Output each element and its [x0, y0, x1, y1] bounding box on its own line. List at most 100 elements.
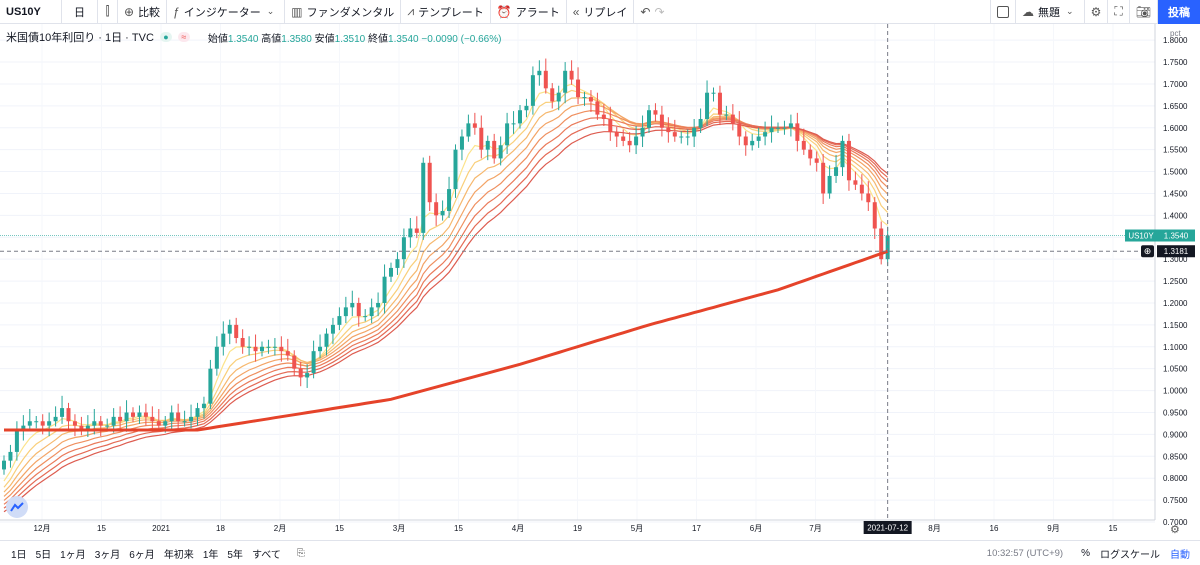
percent-toggle[interactable]: % [1081, 547, 1090, 559]
fullscreen-icon: ⛶ [1114, 4, 1123, 18]
alert-button[interactable]: ⏰ アラート [491, 0, 567, 24]
candle [47, 412, 52, 437]
candle [885, 226, 890, 267]
undo-icon[interactable]: ↶ [640, 4, 651, 19]
multi-layout-button[interactable] [990, 0, 1017, 24]
candle [698, 108, 703, 134]
time-tick-label: 19 [573, 524, 582, 533]
candle [421, 157, 426, 240]
redo-icon[interactable]: ↷ [654, 4, 665, 19]
candle [659, 105, 664, 137]
candle [285, 338, 290, 361]
candle [834, 154, 839, 183]
publish-button[interactable]: 投稿 [1158, 0, 1200, 24]
range-button[interactable]: 6ヶ月 [129, 549, 155, 561]
candle [182, 410, 187, 427]
candle [543, 58, 548, 94]
plus-circle-icon: ⊕ [124, 4, 135, 19]
candle [563, 62, 568, 104]
goto-date-icon[interactable]: ⎘ [296, 547, 305, 559]
auto-scale-toggle[interactable]: 自動 [1170, 549, 1190, 561]
candle [169, 405, 174, 431]
candle [647, 104, 651, 134]
candle [247, 336, 252, 356]
chart-style-button[interactable]: ⫿ [98, 0, 118, 24]
range-button[interactable]: 5年 [227, 549, 243, 561]
range-button[interactable]: 1ヶ月 [60, 549, 86, 561]
candle [227, 319, 232, 345]
price-tick-label: 1.5500 [1163, 146, 1188, 155]
candle [266, 339, 271, 354]
candle [350, 290, 355, 317]
candle [34, 415, 39, 429]
candle [814, 151, 819, 172]
candle [389, 262, 393, 282]
price-tick-label: 1.4500 [1163, 189, 1188, 198]
range-button[interactable]: 1日 [11, 549, 27, 561]
tradingview-logo[interactable] [6, 496, 28, 518]
candle [621, 129, 626, 147]
time-tick-label: 17 [692, 524, 701, 533]
candle [279, 336, 284, 362]
time-tick-label: 18 [216, 524, 225, 533]
candle [156, 408, 161, 431]
alarm-clock-icon: ⏰ [496, 4, 512, 19]
time-tick-label: 6月 [750, 524, 762, 533]
template-button[interactable]: ⩘ テンプレート [401, 0, 491, 24]
fundamental-button[interactable]: ▥ ファンダメンタル [285, 0, 402, 24]
series-legend: 米国債10年利回り · 1日 · TVC ● ≈ 始値1.3540 高値1.35… [6, 29, 501, 45]
compare-button[interactable]: ⊕ 比較 [118, 0, 168, 24]
svg-text:1.3181: 1.3181 [1164, 247, 1189, 256]
candle [14, 421, 19, 461]
eye-icon[interactable]: ● [159, 32, 172, 42]
price-tick-label: 0.8000 [1163, 474, 1188, 483]
candle [440, 200, 445, 221]
candle [395, 252, 400, 275]
wave-icon[interactable]: ≈ [177, 32, 190, 42]
price-axis[interactable]: 1.8000 1.7500 1.7000 1.6500 1.6000 1.5500 1.50… [1125, 24, 1200, 540]
range-button[interactable]: すべて [251, 549, 281, 561]
range-button[interactable]: 3ヶ月 [94, 549, 121, 561]
candle [234, 317, 239, 344]
interval-button[interactable]: 日 [62, 0, 98, 24]
candle [85, 415, 90, 438]
price-tick-label: 1.6000 [1163, 124, 1188, 133]
range-button[interactable]: 1年 [202, 549, 219, 561]
crosshair-overlay [0, 24, 1155, 520]
settings-button[interactable]: ⚙ [1085, 0, 1109, 24]
candle [143, 403, 148, 426]
layout-save-button[interactable]: ☁ 無題 ⌄ [1016, 0, 1085, 24]
time-axis[interactable]: 12月152021182月153月154月195月176月7月198月169月1… [0, 519, 1180, 536]
svg-text:⊕: ⊕ [1144, 247, 1152, 257]
range-button[interactable]: 5日 [35, 549, 52, 561]
price-chart[interactable]: 1.8000 1.7500 1.7000 1.6500 1.6000 1.5500 1.50… [0, 24, 1200, 540]
log-scale-toggle[interactable]: ログスケール [1100, 549, 1160, 561]
candle [743, 131, 748, 156]
candle [537, 60, 542, 86]
add-alert-icon[interactable]: ⊕ [1141, 245, 1154, 258]
symbol-search-button[interactable]: US10Y [0, 0, 62, 24]
axis-settings-gear-icon[interactable]: ⚙ [1170, 523, 1180, 536]
indicators-button[interactable]: ƒ インジケーター ⌄ [167, 0, 286, 24]
candle [595, 92, 600, 120]
fullscreen-button[interactable]: ⛶ [1108, 0, 1130, 24]
candle [408, 217, 413, 248]
candle [679, 131, 684, 144]
sma200-line [4, 249, 889, 432]
candle [401, 228, 406, 268]
snapshot-button[interactable]: 📷︎ [1130, 0, 1158, 24]
candle [556, 85, 561, 111]
candle [879, 221, 884, 265]
gear-icon: ⚙ [1090, 4, 1102, 19]
candle [292, 350, 297, 376]
candle [518, 104, 522, 129]
function-icon: ƒ [173, 4, 180, 19]
range-button[interactable]: 年初来 [163, 549, 194, 561]
candle [479, 115, 484, 159]
candle [447, 176, 452, 218]
candle [763, 121, 768, 146]
candle [201, 396, 206, 419]
time-tick-label: 16 [990, 524, 999, 533]
top-toolbar: US10Y 日 ⫿ ⊕ 比較 ƒ インジケーター ⌄ ▥ ファンダメンタル ⩘ テンプレー… [0, 0, 1200, 24]
replay-button[interactable]: «リプレイ [567, 0, 635, 24]
